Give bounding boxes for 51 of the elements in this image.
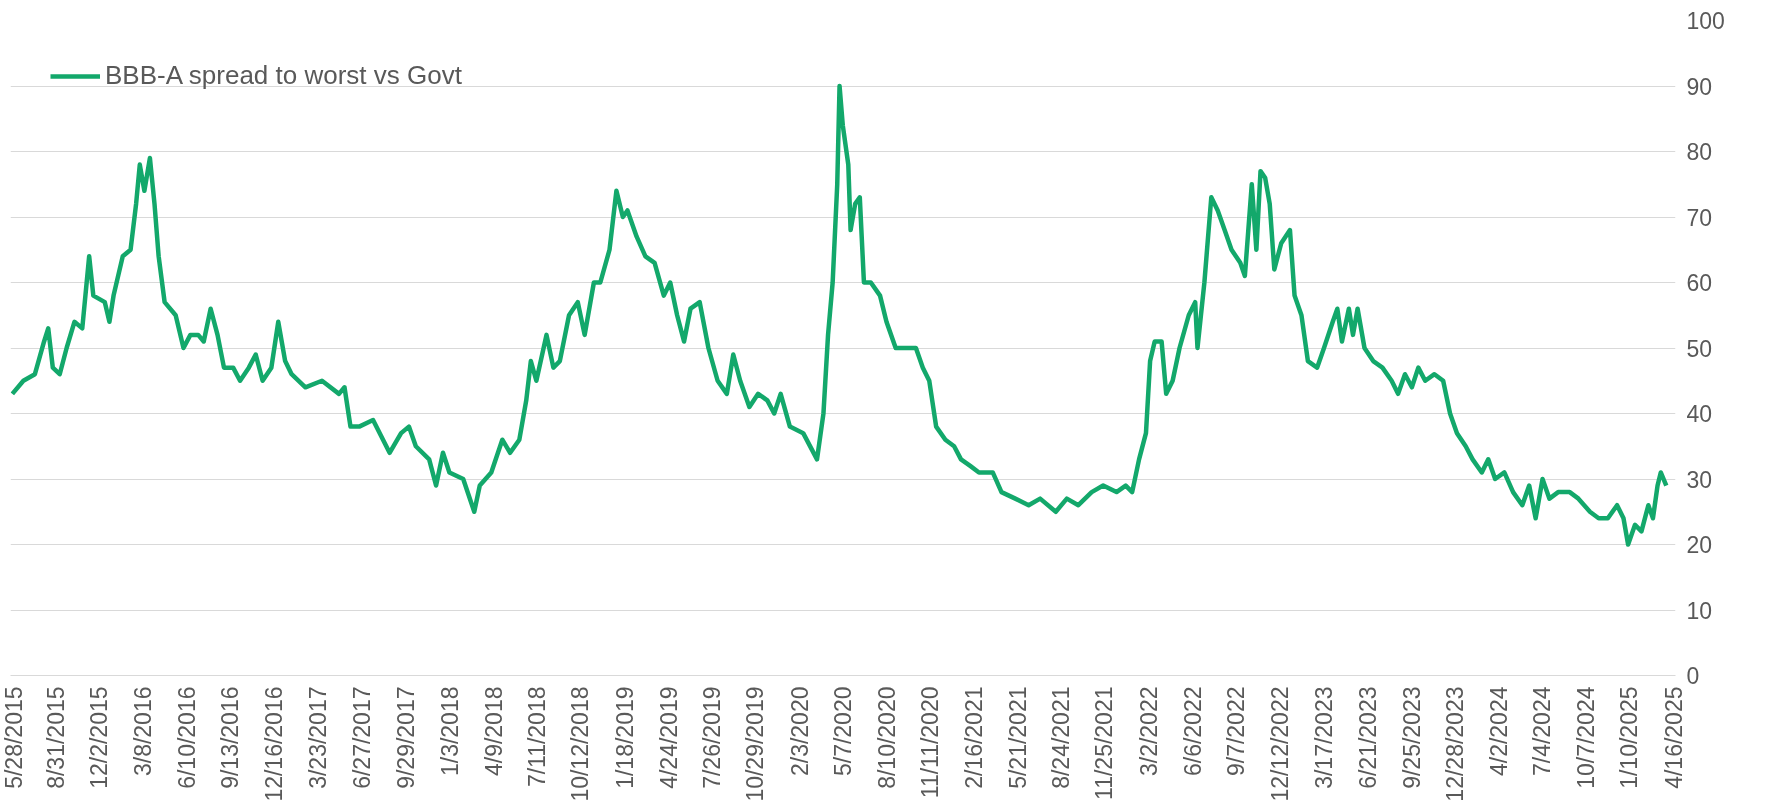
y-tick-label: 40 <box>1686 401 1713 427</box>
legend-label: BBB-A spread to worst vs Govt <box>105 60 462 91</box>
x-tick-label: 2/16/2021 <box>961 686 988 789</box>
x-tick-label: 6/21/2023 <box>1354 686 1381 789</box>
x-tick-label: 4/24/2019 <box>655 686 682 789</box>
x-tick-label: 7/26/2019 <box>698 686 725 789</box>
x-tick-label: 9/25/2023 <box>1398 686 1425 789</box>
x-tick-label: 6/10/2016 <box>173 686 200 789</box>
x-tick-label: 11/11/2020 <box>916 686 943 799</box>
x-tick-label: 7/4/2024 <box>1529 686 1556 777</box>
x-tick-label: 1/18/2019 <box>611 686 638 789</box>
y-tick-label: 50 <box>1686 335 1713 362</box>
y-tick-label: 30 <box>1686 466 1713 493</box>
y-tick-label: 20 <box>1686 532 1713 558</box>
x-tick-label: 5/7/2020 <box>830 686 857 777</box>
x-tick-label: 8/31/2015 <box>43 686 70 789</box>
x-tick-label: 4/9/2018 <box>481 686 508 777</box>
x-tick-label: 8/24/2021 <box>1048 686 1075 789</box>
x-tick-label: 5/21/2021 <box>1004 686 1031 789</box>
x-tick-label: 4/16/2025 <box>1660 686 1687 789</box>
x-tick-label: 4/2/2024 <box>1486 686 1513 777</box>
x-tick-label: 10/29/2019 <box>742 686 769 802</box>
x-tick-label: 9/29/2017 <box>392 686 419 789</box>
x-tick-label: 10/7/2024 <box>1572 686 1599 789</box>
x-tick-label: 12/2/2015 <box>85 686 112 789</box>
x-tick-label: 1/3/2018 <box>436 686 463 777</box>
y-tick-label: 10 <box>1686 597 1713 624</box>
x-tick-label: 3/17/2023 <box>1310 686 1337 789</box>
x-tick-label: 1/10/2025 <box>1616 686 1643 789</box>
y-tick-label: 100 <box>1686 8 1725 34</box>
x-tick-label: 6/6/2022 <box>1179 686 1206 777</box>
x-tick-label: 12/16/2016 <box>260 686 287 802</box>
x-tick-label: 3/2/2022 <box>1135 686 1162 777</box>
x-tick-label: 7/11/2018 <box>523 686 550 788</box>
x-tick-label: 9/13/2016 <box>217 686 244 789</box>
x-tick-label: 12/28/2023 <box>1442 686 1469 802</box>
y-tick-label: 70 <box>1686 204 1713 231</box>
x-tick-label: 5/28/2015 <box>0 686 27 789</box>
x-tick-label: 6/27/2017 <box>349 686 376 789</box>
y-tick-label: 90 <box>1686 73 1713 100</box>
x-tick-label: 12/12/2022 <box>1266 686 1293 802</box>
x-tick-label: 9/7/2022 <box>1222 686 1249 777</box>
x-tick-label: 3/23/2017 <box>305 686 332 789</box>
y-tick-label: 0 <box>1686 663 1700 689</box>
x-tick-label: 8/10/2020 <box>873 686 900 789</box>
x-tick-label: 11/25/2021 <box>1091 686 1118 800</box>
y-tick-label: 60 <box>1686 270 1713 296</box>
y-tick-label: 80 <box>1686 139 1713 165</box>
x-tick-label: 2/3/2020 <box>786 686 813 777</box>
x-tick-label: 3/8/2016 <box>130 686 157 777</box>
x-tick-label: 10/12/2018 <box>566 686 593 802</box>
